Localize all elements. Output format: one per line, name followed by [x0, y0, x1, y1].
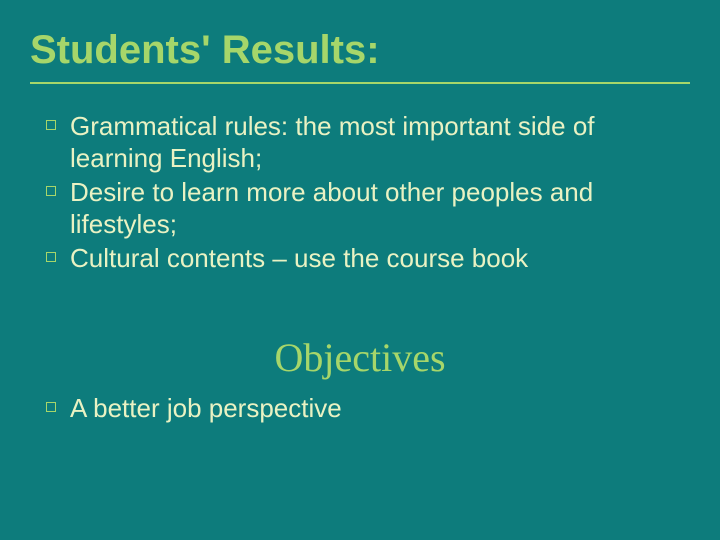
- bullet-square-icon: [46, 252, 56, 262]
- bullet-top-text: Cultural contents – use the course book: [70, 242, 686, 274]
- bullet-square-icon: [46, 120, 56, 130]
- bullet-bottom-text: A better job perspective: [70, 392, 686, 424]
- bullet-square-icon: [46, 186, 56, 196]
- subheading-objectives: Objectives: [0, 334, 720, 381]
- bullet-top-row: Desire to learn more about other peoples…: [46, 176, 686, 240]
- bullet-bottom-row: A better job perspective: [46, 392, 686, 424]
- bullet-top-row: Cultural contents – use the course book: [46, 242, 686, 274]
- slide: Students' Results: Grammatical rules: th…: [0, 0, 720, 540]
- title-underline: [30, 82, 690, 84]
- bullet-list-top: Grammatical rules: the most important si…: [46, 110, 686, 276]
- bullet-top-text: Grammatical rules: the most important si…: [70, 110, 686, 174]
- bullet-top-text: Desire to learn more about other peoples…: [70, 176, 686, 240]
- slide-title: Students' Results:: [30, 28, 380, 73]
- bullet-list-bottom: A better job perspective: [46, 392, 686, 426]
- bullet-square-icon: [46, 402, 56, 412]
- bullet-top-row: Grammatical rules: the most important si…: [46, 110, 686, 174]
